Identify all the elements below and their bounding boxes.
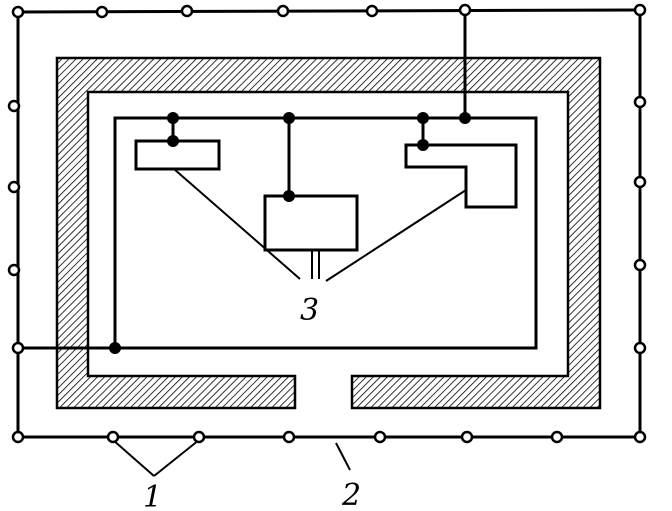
electrode-marker <box>106 430 120 444</box>
electrode-marker <box>180 4 194 18</box>
electrode-marker <box>95 5 109 19</box>
electrode-marker <box>11 341 25 355</box>
joint-dot <box>283 190 295 202</box>
joint-dot <box>109 342 121 354</box>
equipment-unit-center <box>263 194 359 252</box>
joint-dot <box>459 112 471 124</box>
electrode-marker <box>11 5 25 19</box>
joint-dot <box>167 112 179 124</box>
electrode-marker <box>633 430 647 444</box>
leader-line-2 <box>335 442 351 471</box>
label-equipment: 3 <box>300 293 319 328</box>
equipment-unit-right <box>404 143 518 209</box>
electrode-marker <box>460 430 474 444</box>
electrode-marker <box>373 430 387 444</box>
leader-line-1-a <box>112 439 155 477</box>
electrode-marker <box>633 175 647 189</box>
electrode-marker <box>633 258 647 272</box>
joint-dot <box>283 112 295 124</box>
joint-dot <box>167 135 179 147</box>
leader-line-3-left <box>173 168 301 280</box>
electrode-marker <box>282 430 296 444</box>
ground-electrodes <box>7 3 647 444</box>
electrode-marker <box>458 3 472 17</box>
inner-ground-loop <box>113 116 538 350</box>
label-electrodes: 1 <box>143 480 162 511</box>
leader-line-3-right <box>325 189 467 282</box>
joints <box>109 112 471 354</box>
electrode-marker <box>11 430 25 444</box>
electrode-marker <box>192 430 206 444</box>
electrode-marker <box>633 341 647 355</box>
leader-line-1-b <box>153 439 200 477</box>
joint-dot <box>417 139 429 151</box>
electrode-marker <box>7 263 21 277</box>
electrode-marker <box>7 99 21 113</box>
joint-dot <box>417 112 429 124</box>
label-conductor: 2 <box>341 478 361 511</box>
equipment-unit-left <box>134 139 221 171</box>
electrode-marker <box>550 430 564 444</box>
electrode-marker <box>365 4 379 18</box>
electrode-marker <box>276 4 290 18</box>
electrode-marker <box>7 180 21 194</box>
building-wall <box>55 56 602 410</box>
electrode-marker <box>633 3 647 17</box>
electrode-marker <box>633 95 647 109</box>
